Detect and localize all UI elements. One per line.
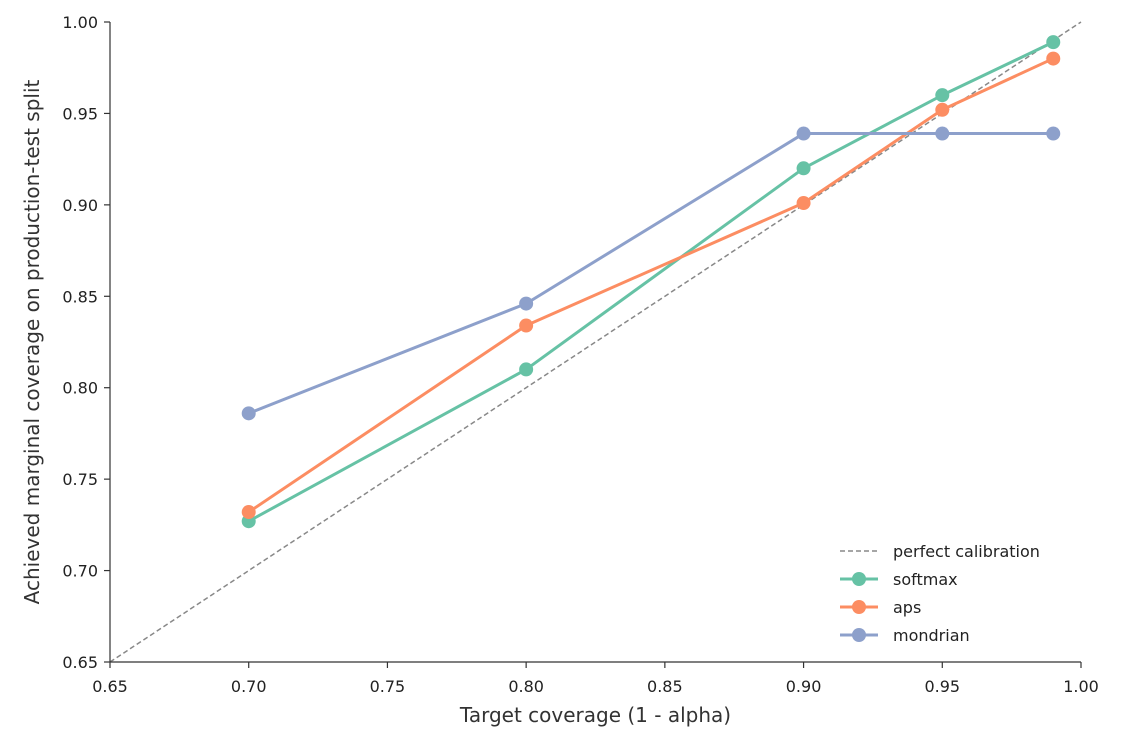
reference-layer — [109, 21, 1082, 663]
y-axis-title: Achieved marginal coverage on production… — [20, 79, 44, 604]
x-tick-label: 0.70 — [231, 677, 267, 696]
y-tick-label: 0.70 — [62, 562, 98, 581]
legend-marker-mondrian — [852, 628, 866, 642]
series-line-mondrian — [248, 132, 1054, 415]
axes-layer — [109, 22, 1081, 663]
data-point-mondrian — [935, 126, 950, 141]
data-point-softmax — [1046, 35, 1061, 50]
legend: perfect calibration softmax aps mondrian — [840, 542, 1040, 645]
data-point-mondrian — [1046, 126, 1061, 141]
data-point-aps — [796, 196, 811, 211]
x-tick-label: 0.85 — [647, 677, 683, 696]
y-tick-label: 0.75 — [62, 470, 98, 489]
y-tick-label: 0.90 — [62, 196, 98, 215]
data-point-aps — [1046, 51, 1061, 66]
y-tick-label: 0.95 — [62, 104, 98, 123]
x-axis-title: Target coverage (1 - alpha) — [459, 703, 731, 727]
y-ticks: 0.65 0.70 0.75 0.80 0.85 0.90 0.95 1.00 — [62, 13, 110, 672]
data-point-mondrian — [796, 126, 811, 141]
x-tick-label: 0.75 — [370, 677, 406, 696]
legend-label-mondrian: mondrian — [893, 626, 970, 645]
legend-label-aps: aps — [893, 598, 921, 617]
perfect-calibration-line — [109, 21, 1082, 663]
y-tick-label: 1.00 — [62, 13, 98, 32]
legend-marker-aps — [852, 600, 866, 614]
series-line-softmax — [247, 40, 1054, 523]
series-line-aps — [247, 57, 1054, 514]
legend-label-softmax: softmax — [893, 570, 958, 589]
x-tick-label: 0.90 — [786, 677, 822, 696]
data-point-mondrian — [241, 406, 256, 421]
data-point-aps — [935, 102, 950, 117]
data-point-aps — [519, 318, 534, 333]
data-point-softmax — [519, 362, 534, 377]
data-point-aps — [241, 505, 256, 520]
data-point-mondrian — [519, 296, 534, 311]
legend-marker-softmax — [852, 572, 866, 586]
y-tick-label: 0.65 — [62, 653, 98, 672]
x-tick-label: 0.65 — [92, 677, 128, 696]
y-tick-label: 0.85 — [62, 287, 98, 306]
y-tick-label: 0.80 — [62, 379, 98, 398]
x-ticks: 0.65 0.70 0.75 0.80 0.85 0.90 0.95 1.00 — [92, 662, 1099, 696]
data-point-softmax — [935, 88, 950, 103]
x-tick-label: 1.00 — [1063, 677, 1099, 696]
x-tick-label: 0.80 — [508, 677, 544, 696]
data-point-softmax — [796, 161, 811, 176]
series-layer — [241, 35, 1061, 529]
x-tick-label: 0.95 — [924, 677, 960, 696]
legend-label-perfect-calibration: perfect calibration — [893, 542, 1040, 561]
